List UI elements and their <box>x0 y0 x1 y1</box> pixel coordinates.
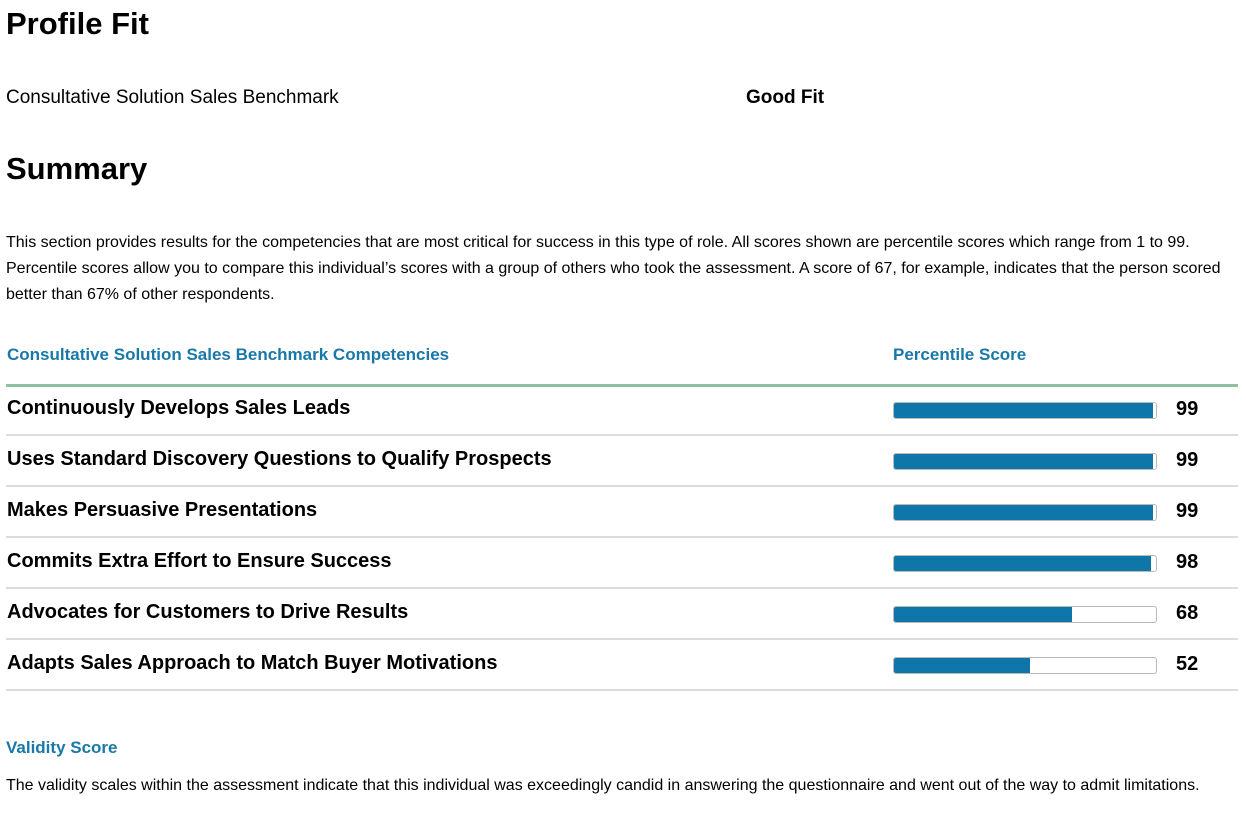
summary-title: Summary <box>6 151 148 186</box>
fit-result: Good Fit <box>746 87 825 108</box>
score-bar-track <box>893 606 1157 623</box>
score-bar-fill <box>894 556 1151 571</box>
summary-description: This section provides results for the co… <box>6 234 1221 303</box>
competency-label: Uses Standard Discovery Questions to Qua… <box>7 448 552 470</box>
score-bar-fill <box>894 403 1154 418</box>
competency-column-header: Consultative Solution Sales Benchmark Co… <box>7 345 450 364</box>
validity-score-title: Validity Score <box>6 738 118 757</box>
score-bar-fill <box>894 454 1154 469</box>
percentile-score: 68 <box>1176 602 1199 624</box>
table-row: Makes Persuasive Presentations 99 <box>6 487 1238 538</box>
percentile-score: 99 <box>1176 500 1199 522</box>
percentile-score: 98 <box>1176 551 1199 573</box>
table-row: Adapts Sales Approach to Match Buyer Mot… <box>6 640 1238 691</box>
competency-label: Continuously Develops Sales Leads <box>7 397 351 419</box>
table-row: Commits Extra Effort to Ensure Success 9… <box>6 538 1238 589</box>
validity-description: The validity scales within the assessmen… <box>6 777 1200 794</box>
profile-fit-title: Profile Fit <box>6 6 149 41</box>
competency-label: Adapts Sales Approach to Match Buyer Mot… <box>7 652 498 674</box>
score-bar-track <box>893 504 1157 521</box>
table-row: Continuously Develops Sales Leads 99 <box>6 385 1238 436</box>
score-bar-track <box>893 402 1157 419</box>
percentile-score: 52 <box>1176 653 1199 675</box>
competency-label: Makes Persuasive Presentations <box>7 499 318 521</box>
benchmark-name: Consultative Solution Sales Benchmark <box>6 87 339 108</box>
percentile-score: 99 <box>1176 398 1199 420</box>
score-bar-track <box>893 657 1157 674</box>
competency-label: Commits Extra Effort to Ensure Success <box>7 550 392 572</box>
table-row: Advocates for Customers to Drive Results… <box>6 589 1238 640</box>
competency-label: Advocates for Customers to Drive Results <box>7 601 409 623</box>
score-bar-fill <box>894 607 1073 622</box>
table-row: Uses Standard Discovery Questions to Qua… <box>6 436 1238 487</box>
competency-table: Continuously Develops Sales Leads 99 Use… <box>6 385 1238 691</box>
score-bar-track <box>893 555 1157 572</box>
percentile-score: 99 <box>1176 449 1199 471</box>
competency-table-header: Consultative Solution Sales Benchmark Co… <box>6 344 1238 387</box>
score-bar-fill <box>894 658 1031 673</box>
score-column-header: Percentile Score <box>893 345 1027 364</box>
score-bar-fill <box>894 505 1154 520</box>
score-bar-track <box>893 453 1157 470</box>
